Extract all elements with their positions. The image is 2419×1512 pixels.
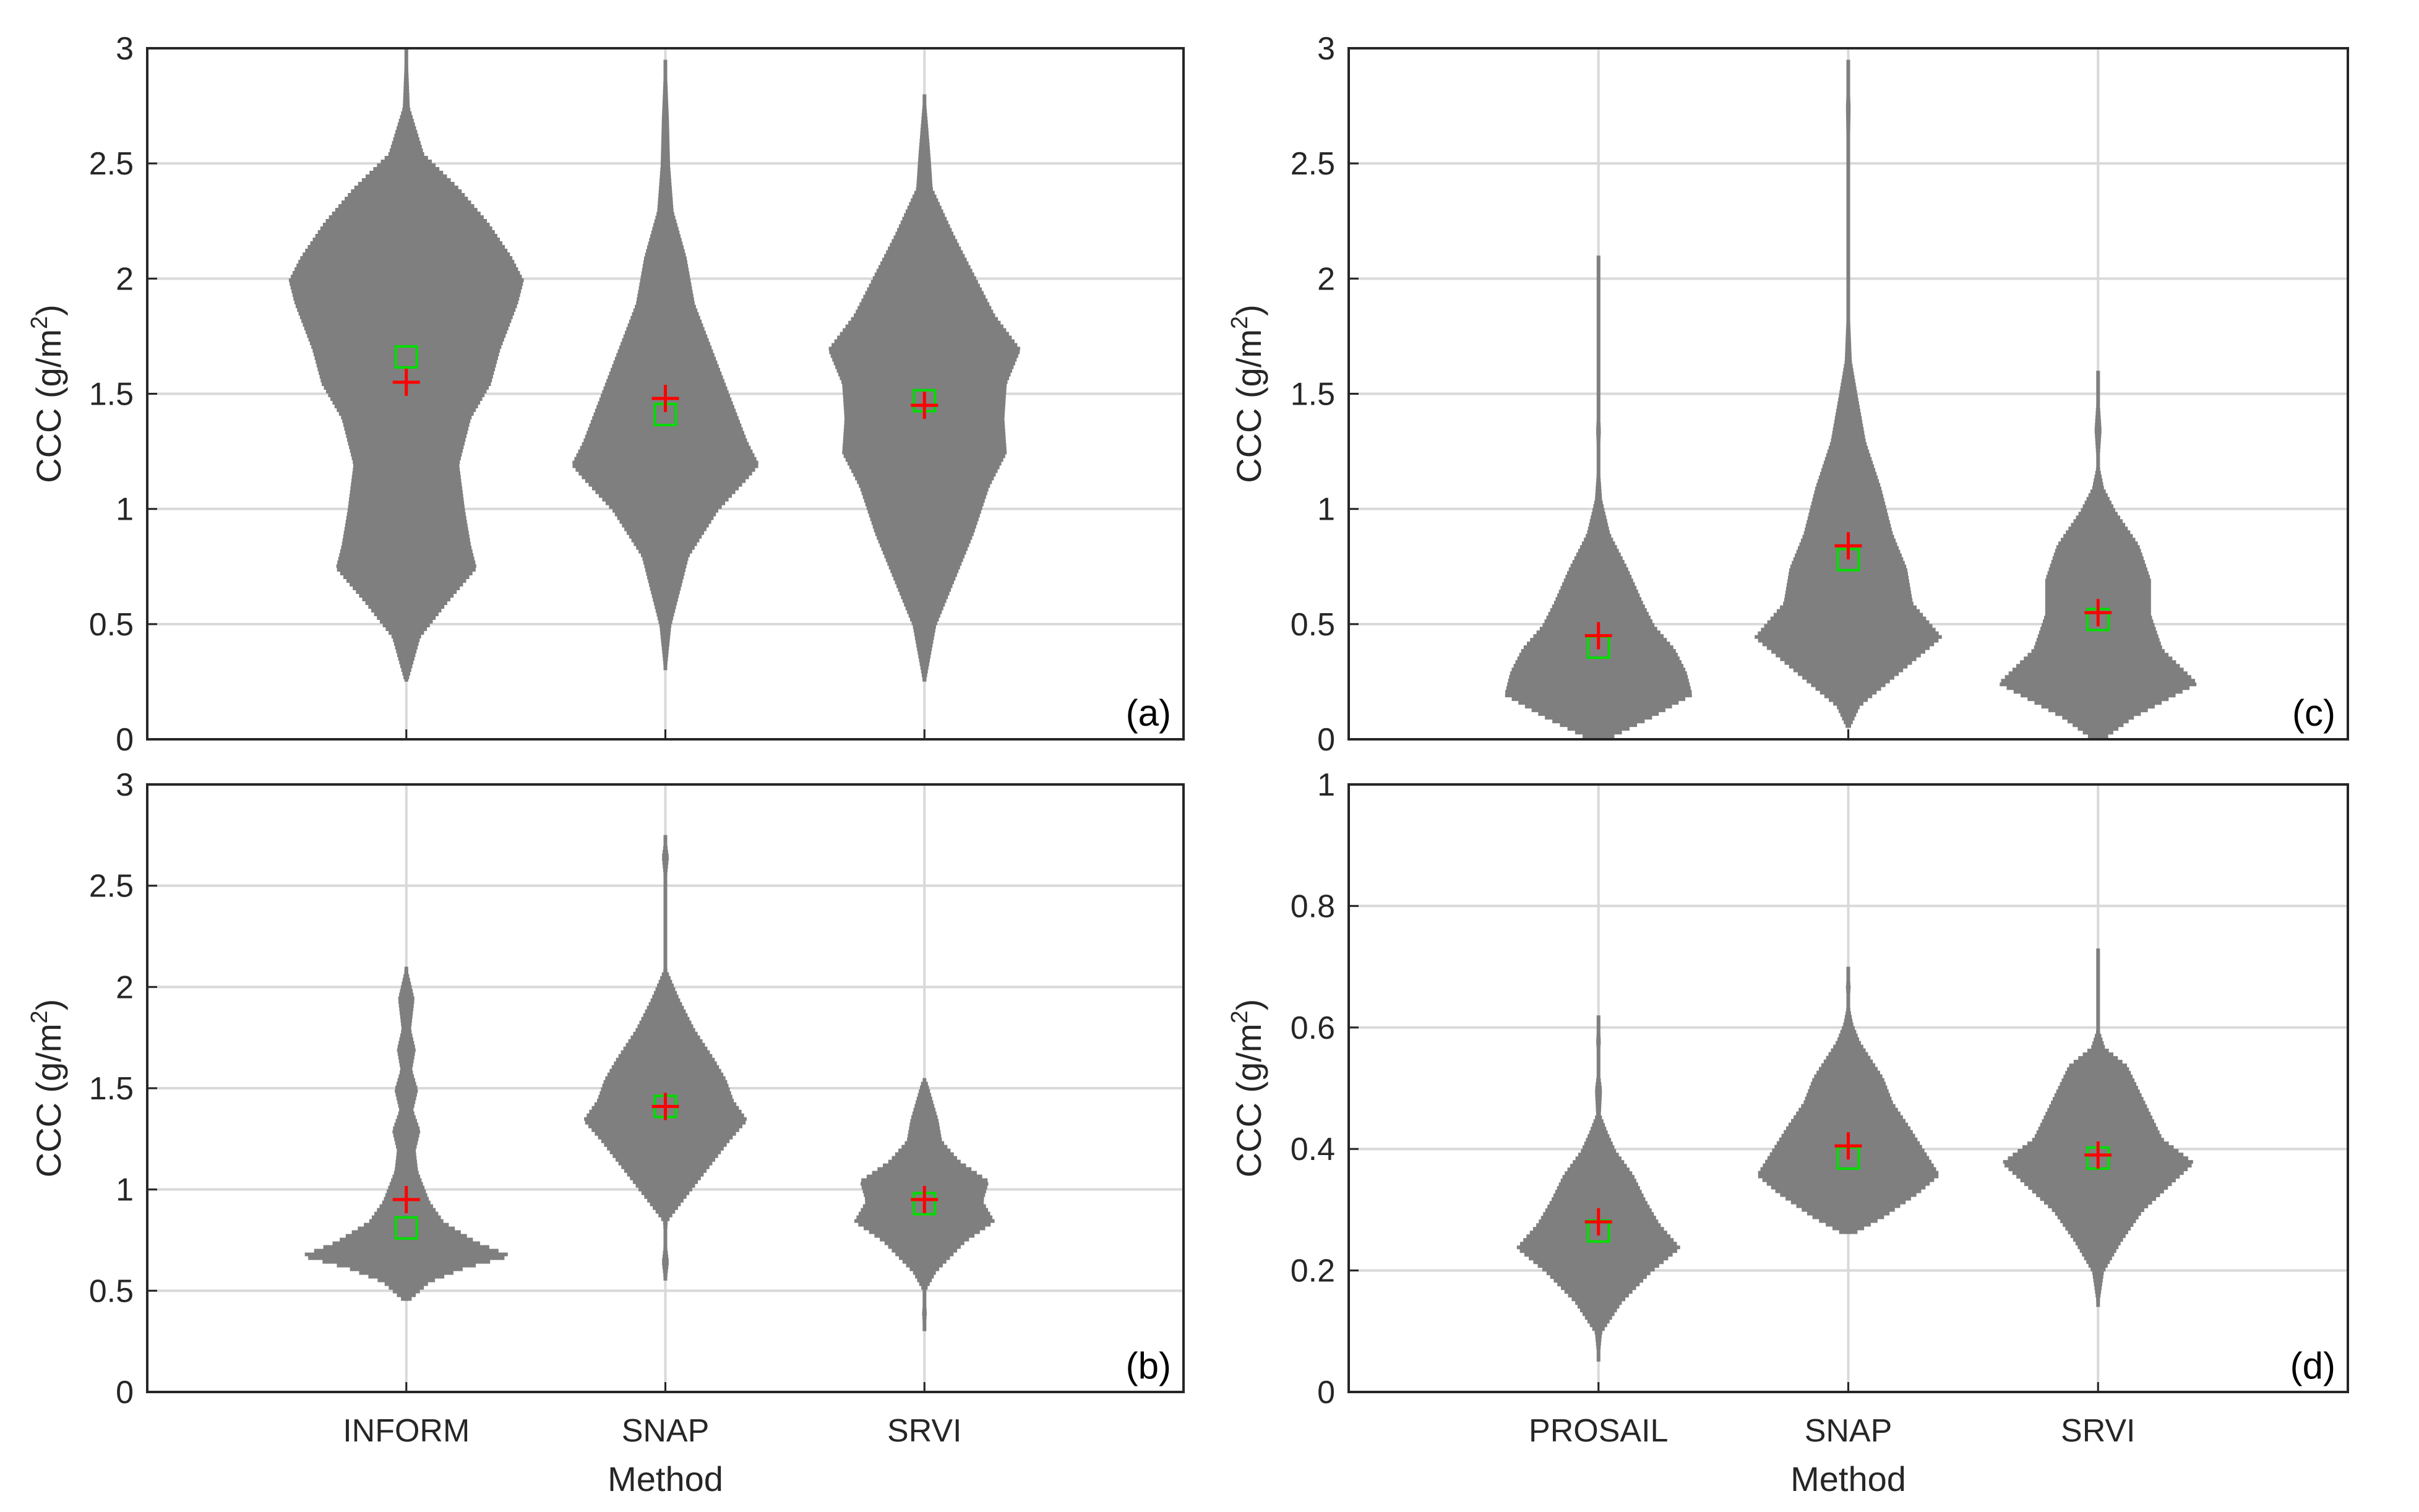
y-tick-label: 0.5 [1291,607,1335,643]
panel-label: (c) [2292,692,2335,734]
y-tick-label: 2 [1317,261,1335,297]
y-tick-label: 1.5 [89,1071,134,1107]
violin-snap [1758,966,1939,1234]
mean-marker-snap [1834,1132,1862,1160]
mean-marker-inform [392,368,420,396]
y-axis-title: CCC (g/m2) [27,999,68,1178]
y-tick-label: 1.5 [89,377,134,413]
y-tick-label: 2 [116,261,134,297]
x-category-label: SNAP [1805,1413,1893,1449]
chart-panel-1: 00.511.522.53(a)CCC (g/m2) [27,31,1185,758]
y-axis-title: CCC (g/m2) [1227,999,1268,1178]
y-tick-label: 0 [1317,1375,1335,1411]
violin-prosail [1516,1015,1680,1362]
violin-prosail [1505,256,1692,740]
axes-frame [146,47,1185,741]
y-axis-title-superscript: 2 [27,1010,53,1023]
y-tick-label: 1 [116,492,134,528]
axes-frame [146,783,1185,1393]
axes-frame [1347,47,2349,741]
y-tick-label: 0 [1317,722,1335,758]
median-marker-inform [394,1216,418,1240]
y-tick-label: 1 [116,1172,134,1208]
y-tick-label: 2.5 [89,869,134,904]
y-tick-label: 0 [116,722,134,758]
y-axis-title-main: CCC (g/m [1229,1023,1268,1177]
y-axis-title-main: CCC (g/m [1229,329,1268,483]
x-category-label: SRVI [887,1413,961,1449]
violin-inform [288,48,524,682]
chart-panel-3: 00.511.522.53(c)CCC (g/m2) [1227,31,2349,758]
y-tick-label: 0.5 [89,1273,134,1309]
y-tick-label: 0 [116,1375,134,1411]
mean-marker-inform [392,1186,420,1214]
y-axis-title-main: CCC (g/m [29,329,68,483]
y-tick-label: 1 [1317,767,1335,803]
mean-marker-srvi [2084,599,2112,627]
chart-panel-4: 0 0.2 0.4 0.6 0.8 1 PROSAIL SNAP SRVI (d) CCC (g/m… [1227,767,2349,1498]
x-category-label: SRVI [2061,1413,2135,1449]
mean-marker-snap [651,1093,679,1120]
violin-srvi [828,94,1020,682]
violin-srvi [2003,948,2193,1307]
y-axis-title-superscript: 2 [1227,316,1253,329]
y-axis-title-close: ) [1229,304,1268,316]
y-axis-title-close: ) [1229,999,1268,1011]
y-tick-label: 1.5 [1291,377,1335,413]
y-tick-label: 3 [1317,31,1335,67]
x-category-label: SNAP [622,1413,710,1449]
y-axis-title-close: ) [29,999,68,1011]
mean-marker-prosail [1584,1208,1612,1236]
violin-srvi [2000,371,2197,739]
panel-label: (b) [1126,1345,1171,1386]
mean-marker-srvi [911,392,939,419]
y-tick-label: 3 [116,31,134,67]
median-marker-inform [394,345,418,369]
mean-marker-srvi [2084,1141,2112,1169]
y-tick-label: 2 [116,969,134,1005]
y-tick-label: 0.2 [1291,1253,1335,1289]
y-tick-label: 0.5 [89,607,134,643]
y-axis-title: CCC (g/m2) [27,304,68,483]
panel-label: (a) [1126,692,1171,734]
y-tick-label: 0.6 [1291,1010,1335,1046]
y-axis-title-close: ) [29,304,68,316]
y-tick-label: 0.8 [1291,888,1335,924]
mean-marker-prosail [1584,622,1612,650]
y-tick-label: 1 [1317,492,1335,528]
y-axis-title-main: CCC (g/m [29,1023,68,1177]
y-tick-label: 0.4 [1291,1132,1335,1167]
violin-snap [584,835,747,1281]
mean-marker-snap [651,384,679,412]
x-category-label: INFORM [343,1413,470,1449]
y-tick-label: 2.5 [1291,146,1335,182]
y-axis-title: CCC (g/m2) [1227,304,1268,483]
axes-frame [1347,783,2349,1393]
violin-snap [572,59,758,671]
violin-snap [1755,59,1942,728]
x-category-label: PROSAIL [1529,1413,1668,1449]
mean-marker-srvi [911,1186,939,1214]
x-axis-title: Method [1790,1459,1906,1498]
violin-inform [304,966,508,1301]
x-axis-title: Method [608,1459,723,1498]
panel-label: (d) [2290,1345,2335,1386]
y-axis-title-superscript: 2 [1227,1010,1253,1023]
y-axis-title-superscript: 2 [27,316,53,329]
y-tick-label: 2.5 [89,146,134,182]
y-tick-label: 3 [116,767,134,803]
mean-marker-snap [1834,532,1862,560]
